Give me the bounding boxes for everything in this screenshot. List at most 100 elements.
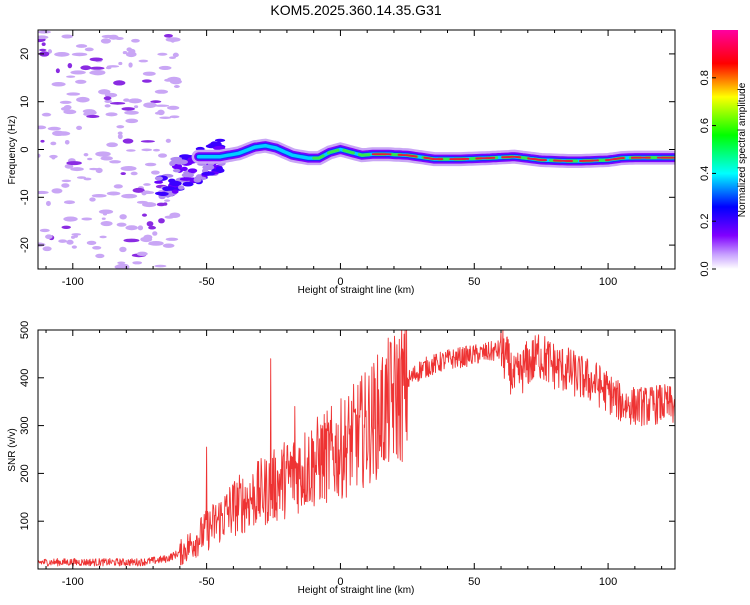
noise-speckle <box>164 78 173 82</box>
noise-speckle <box>122 50 128 55</box>
noise-speckle <box>165 237 179 241</box>
noise-speckle <box>105 66 112 70</box>
noise-speckle <box>117 131 123 135</box>
noise-speckle <box>92 246 102 250</box>
noise-speckle <box>159 116 172 120</box>
noise-speckle <box>63 216 78 222</box>
spectrogram-x-tick-label: 50 <box>468 276 480 288</box>
noise-speckle <box>63 109 77 115</box>
signal-blob <box>181 172 194 178</box>
noise-speckle <box>170 37 176 43</box>
snr-x-tick-label: 0 <box>337 576 343 588</box>
noise-speckle <box>66 239 74 245</box>
noise-speckle <box>89 197 96 202</box>
spectrogram-y-tick-label: 10 <box>19 96 31 108</box>
spectrogram-x-tick-label: 100 <box>599 276 617 288</box>
noise-speckle <box>90 69 106 76</box>
colorbar: 0.0 0.2 0.4 0.6 0.8 Normalized spectral ampl… <box>699 30 748 277</box>
noise-speckle <box>76 96 90 103</box>
noise-speckle <box>118 61 123 66</box>
noise-speckle <box>47 126 61 131</box>
noise-speckle <box>42 246 52 252</box>
snr-x-tick-label: 100 <box>599 576 617 588</box>
snr-frame <box>37 329 676 570</box>
noise-speckle <box>172 52 179 58</box>
signal-blob <box>214 138 226 143</box>
noise-speckle <box>117 261 126 265</box>
noise-speckle <box>100 156 113 161</box>
noise-speckle <box>64 164 74 169</box>
colorbar-gradient <box>712 30 738 269</box>
colorbar-tick-label: 0.4 <box>699 166 711 181</box>
noise-speckle <box>157 109 165 116</box>
signal-blob <box>169 160 176 167</box>
noise-speckle <box>114 36 124 40</box>
noise-speckle <box>154 89 169 94</box>
signal-blob <box>154 176 163 181</box>
noise-speckle <box>132 187 145 193</box>
noise-speckle <box>173 85 180 88</box>
noise-speckle <box>157 52 168 56</box>
noise-speckle <box>137 225 144 231</box>
noise-speckle <box>151 170 160 175</box>
signal-blob <box>195 174 203 180</box>
noise-speckle <box>39 228 50 233</box>
noise-speckle <box>163 33 173 38</box>
noise-speckle <box>148 225 156 230</box>
noise-speckle <box>169 56 176 60</box>
noise-speckle <box>86 240 97 246</box>
noise-speckle <box>109 160 122 164</box>
noise-speckle <box>103 96 112 101</box>
noise-speckle <box>87 157 93 161</box>
signal-blob <box>187 168 198 174</box>
noise-speckle <box>100 220 113 227</box>
noise-speckle <box>61 34 73 39</box>
noise-speckle <box>99 235 107 239</box>
noise-speckle <box>140 140 155 143</box>
noise-speckle <box>163 202 168 206</box>
noise-speckle <box>121 107 135 111</box>
signal-blob <box>186 159 194 165</box>
noise-speckle <box>98 209 114 215</box>
noise-speckle <box>38 30 51 34</box>
noise-speckle <box>63 200 76 205</box>
noise-speckle <box>154 104 170 107</box>
noise-speckle <box>40 139 45 143</box>
noise-speckle <box>91 194 107 198</box>
signal-blob <box>180 166 188 171</box>
noise-speckle <box>75 79 87 84</box>
noise-speckle <box>95 167 103 174</box>
noise-speckle <box>61 225 71 229</box>
noise-speckle <box>153 148 160 152</box>
signal-blob <box>182 181 194 187</box>
noise-speckle <box>136 200 148 204</box>
noise-speckle <box>110 102 126 105</box>
noise-speckle <box>101 217 106 220</box>
noise-speckle <box>106 142 118 148</box>
noise-speckle <box>59 100 72 104</box>
noise-speckle <box>158 65 172 70</box>
noise-speckle <box>148 240 164 246</box>
spectrogram-y-tick-label: -10 <box>19 189 31 205</box>
noise-speckle <box>95 253 105 259</box>
noise-speckle <box>164 215 175 219</box>
noise-speckle <box>141 213 147 217</box>
noise-speckle <box>165 138 171 143</box>
signal-blob <box>157 191 169 196</box>
signal-blob <box>215 166 224 171</box>
noise-speckle <box>104 99 112 104</box>
noise-speckle <box>169 115 180 119</box>
noise-speckle <box>123 98 130 102</box>
noise-speckle <box>83 177 92 181</box>
snr-x-tick-label: -100 <box>62 576 84 588</box>
signal-blob <box>178 185 185 190</box>
noise-speckle <box>128 98 143 104</box>
noise-speckle <box>142 71 156 76</box>
snr-y-tick-label: 200 <box>19 464 31 482</box>
noise-speckle <box>146 221 154 227</box>
noise-speckle <box>50 141 57 146</box>
noise-speckle <box>89 57 103 62</box>
noise-speckle <box>141 79 152 83</box>
